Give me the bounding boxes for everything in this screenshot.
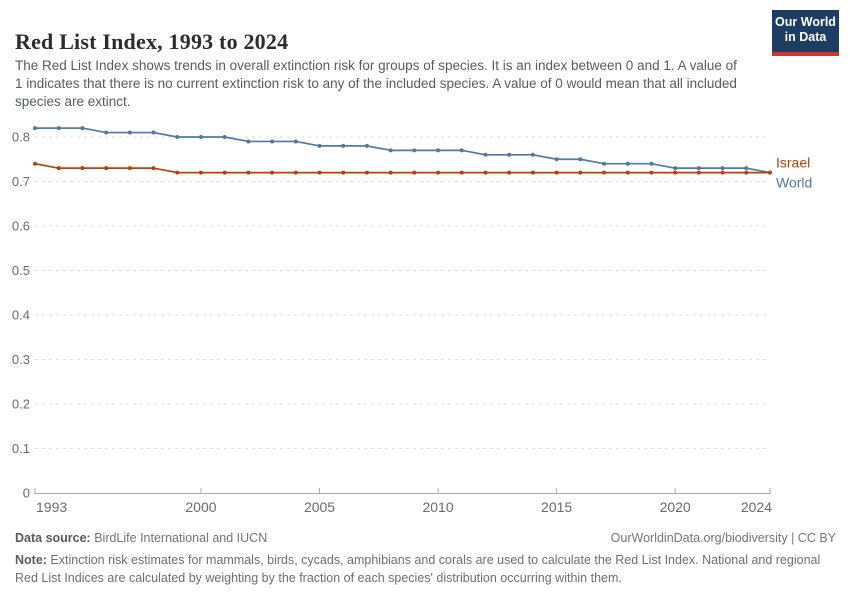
- data-point: [744, 166, 749, 171]
- data-point: [246, 139, 251, 144]
- data-source-label: Data source:: [15, 531, 91, 545]
- data-point: [33, 126, 37, 131]
- series-label-israel[interactable]: Israel: [776, 155, 810, 171]
- data-point: [436, 148, 441, 153]
- line-chart-svg: 0 0.1 0.2 0.3 0.4 0.5 0.6 0.7 0.8 1993 2000 2005 201…: [12, 126, 812, 515]
- data-point: [364, 143, 369, 148]
- data-point: [127, 166, 132, 171]
- data-source: Data source: BirdLife International and …: [15, 531, 267, 545]
- x-tick-label: 2005: [304, 499, 335, 515]
- data-point: [104, 130, 109, 135]
- series-line-israel[interactable]: [34, 162, 770, 174]
- data-point: [80, 166, 85, 171]
- data-point: [317, 143, 322, 148]
- license-link[interactable]: OurWorldinData.org/biodiversity | CC BY: [610, 531, 836, 545]
- data-point: [80, 126, 85, 131]
- chart-area: 0 0.1 0.2 0.3 0.4 0.5 0.6 0.7 0.8 1993 2000 2005 201…: [0, 112, 850, 520]
- data-point: [270, 170, 275, 175]
- data-point: [696, 166, 701, 171]
- data-point: [483, 170, 488, 175]
- data-point: [649, 170, 654, 175]
- data-point: [175, 170, 180, 175]
- note-value: Extinction risk estimates for mammals, b…: [15, 553, 821, 585]
- data-point: [127, 130, 132, 135]
- x-tick-label: 2015: [541, 499, 572, 515]
- owid-logo-line2: in Data: [784, 30, 827, 44]
- series-label-world[interactable]: World: [776, 175, 812, 191]
- data-point: [364, 170, 369, 175]
- data-point: [507, 152, 512, 157]
- data-point: [649, 161, 654, 166]
- y-tick-label: 0.3: [12, 352, 30, 367]
- x-tick-label: 1993: [36, 499, 67, 515]
- data-point: [530, 170, 535, 175]
- data-source-value: BirdLife International and IUCN: [90, 531, 268, 545]
- data-point: [436, 170, 441, 175]
- owid-logo: Our World in Data: [772, 10, 839, 56]
- chart-note: Note: Extinction risk estimates for mamm…: [15, 551, 836, 587]
- data-point: [175, 135, 180, 139]
- data-point: [270, 139, 275, 144]
- data-point: [293, 139, 298, 144]
- y-tick-label: 0.1: [12, 441, 30, 456]
- data-point: [412, 170, 417, 175]
- x-tick-label: 2000: [185, 499, 216, 515]
- chart-subtitle: The Red List Index shows trends in overa…: [15, 58, 737, 109]
- data-point: [602, 170, 607, 175]
- data-point: [341, 170, 346, 175]
- x-tick-label: 2020: [660, 499, 691, 515]
- y-tick-label: 0: [23, 486, 30, 501]
- data-point: [104, 166, 109, 171]
- y-tick-label: 0.2: [12, 397, 30, 412]
- data-point: [673, 170, 678, 175]
- data-point: [673, 166, 678, 171]
- y-tick-label: 0.7: [12, 174, 30, 189]
- y-tick-label: 0.6: [12, 219, 30, 234]
- data-point: [625, 161, 630, 166]
- data-point: [720, 170, 725, 175]
- data-point: [222, 170, 227, 175]
- data-point: [507, 170, 512, 175]
- data-point: [56, 166, 61, 171]
- data-point: [696, 170, 701, 175]
- data-point: [317, 170, 322, 175]
- chart-title: Red List Index, 1993 to 2024: [15, 28, 289, 54]
- data-point: [459, 170, 464, 175]
- y-tick-label: 0.5: [12, 263, 30, 278]
- data-point: [483, 152, 488, 157]
- data-point: [33, 161, 37, 166]
- series-line-world[interactable]: [35, 127, 771, 174]
- data-point: [222, 135, 227, 139]
- owid-logo-line1: Our World: [775, 15, 836, 29]
- x-tick-label: 2010: [422, 499, 453, 515]
- data-point: [388, 170, 393, 175]
- data-point: [341, 143, 346, 148]
- data-point: [151, 166, 156, 171]
- data-point: [578, 157, 583, 162]
- data-point: [198, 135, 203, 139]
- data-point: [459, 148, 464, 153]
- data-point: [198, 170, 203, 175]
- data-point: [602, 161, 607, 166]
- note-label: Note:: [15, 553, 47, 567]
- y-tick-label: 0.8: [12, 130, 30, 145]
- data-point: [554, 157, 559, 162]
- data-point: [151, 130, 156, 135]
- x-tick-label: 2024: [741, 499, 772, 515]
- chart-footer: Data source: BirdLife International and …: [15, 531, 836, 587]
- data-point: [388, 148, 393, 153]
- data-point: [720, 166, 725, 171]
- data-point: [412, 148, 417, 153]
- data-point: [530, 152, 535, 157]
- data-point: [768, 170, 772, 175]
- data-point: [56, 126, 61, 131]
- data-point: [554, 170, 559, 175]
- data-point: [246, 170, 251, 175]
- data-point: [293, 170, 298, 175]
- y-tick-label: 0.4: [12, 308, 30, 323]
- data-point: [744, 170, 749, 175]
- data-point: [578, 170, 583, 175]
- data-point: [625, 170, 630, 175]
